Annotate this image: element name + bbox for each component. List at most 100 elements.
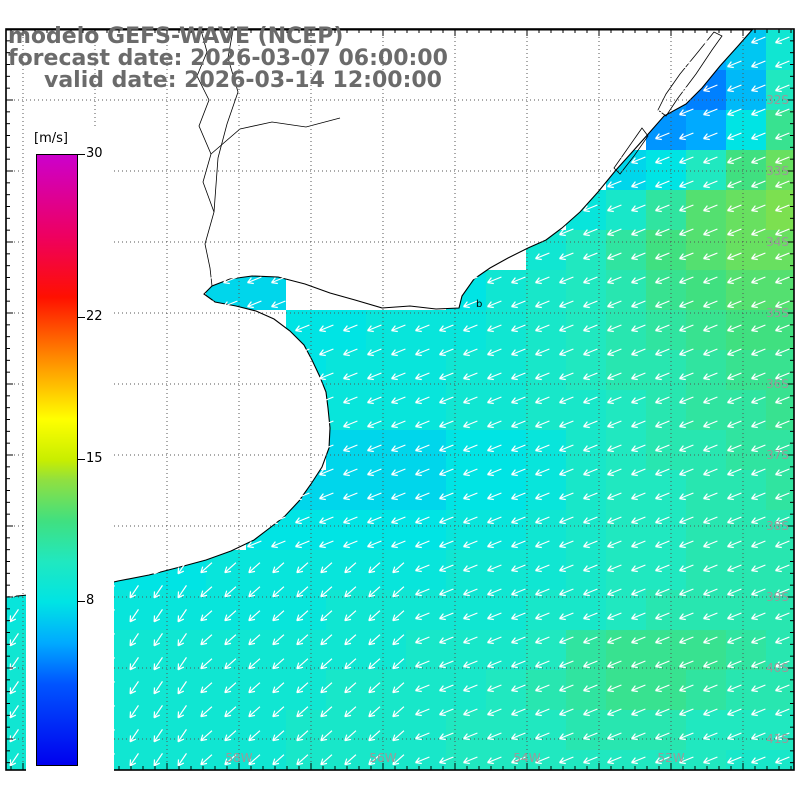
wind-arrow [367, 324, 382, 333]
colorbar-tick-mark [78, 601, 85, 603]
wind-arrow [679, 180, 694, 189]
wind-arrow-glyph [559, 396, 574, 405]
wind-arrow [129, 681, 139, 695]
wind-arrow-glyph [391, 516, 406, 525]
wind-speed-cell [166, 630, 206, 670]
wind-arrow [727, 252, 742, 261]
wind-arrow [751, 108, 766, 117]
wind-arrow [703, 612, 718, 621]
wind-arrow [583, 204, 598, 213]
wind-arrow-glyph [248, 610, 261, 622]
wind-arrow-glyph [655, 636, 670, 645]
wind-arrow-glyph [224, 730, 237, 742]
wind-arrow [392, 682, 405, 694]
wind-arrow [463, 636, 478, 645]
wind-arrow-glyph [751, 372, 766, 381]
wind-arrow-glyph [655, 228, 670, 237]
wind-arrow-glyph [367, 324, 382, 333]
wind-arrow [199, 300, 214, 309]
wind-arrow-glyph [487, 516, 502, 525]
wind-arrow [129, 705, 139, 719]
wind-speed-cell [526, 710, 566, 750]
wind-arrow-glyph [559, 684, 574, 693]
wind-arrow [272, 562, 285, 574]
wind-arrow [727, 36, 742, 45]
wind-arrow-glyph [439, 396, 454, 405]
wind-arrow-glyph [751, 708, 766, 717]
wind-arrow-glyph [703, 228, 718, 237]
wind-arrow-glyph [511, 540, 526, 549]
wind-arrow-glyph [559, 564, 574, 573]
wind-arrow-glyph [559, 468, 574, 477]
wind-arrow [655, 660, 670, 669]
wind-arrow-glyph [272, 610, 285, 622]
wind-arrow [679, 84, 694, 93]
wind-arrow-glyph [248, 658, 261, 670]
wind-arrow [559, 636, 574, 645]
wind-arrow [153, 561, 163, 575]
wind-arrow-glyph [631, 228, 646, 237]
wind-arrow [775, 36, 790, 45]
wind-arrow-glyph [177, 585, 187, 599]
wind-speed-cell [766, 30, 794, 70]
wind-arrow-glyph [775, 588, 790, 597]
wind-arrow [9, 609, 19, 623]
wind-speed-cell [686, 710, 726, 750]
wind-arrow [631, 252, 646, 261]
wind-arrow [367, 348, 382, 357]
wind-speed-cell [366, 390, 406, 430]
wind-arrow-glyph [679, 204, 694, 213]
wind-arrow [343, 348, 358, 357]
wind-arrow [224, 562, 237, 574]
wind-arrow-glyph [439, 420, 454, 429]
wind-speed-cell [766, 390, 794, 430]
wind-arrow-glyph [320, 562, 333, 574]
wind-arrow [487, 468, 502, 477]
wind-arrow-glyph [607, 252, 622, 261]
wind-arrow [295, 348, 310, 357]
wind-arrow [631, 324, 646, 333]
wind-arrow [296, 658, 309, 670]
wind-arrow [703, 660, 718, 669]
wind-arrow [607, 204, 622, 213]
wind-arrow-glyph [153, 633, 163, 647]
wind-speed-cell [726, 630, 766, 670]
wind-speed-cell [766, 270, 794, 310]
wind-arrow [272, 610, 285, 622]
wind-arrow-glyph [367, 540, 382, 549]
wind-arrow-glyph [511, 612, 526, 621]
wind-speed-cell [446, 350, 486, 390]
wind-arrow [391, 492, 406, 501]
wind-arrow-glyph [631, 612, 646, 621]
wind-arrow-glyph [343, 516, 358, 525]
wind-arrow-glyph [751, 252, 766, 261]
wind-arrow-glyph [703, 324, 718, 333]
wind-arrow-glyph [344, 730, 357, 742]
wind-arrow [511, 756, 526, 765]
wind-arrow-glyph [319, 324, 334, 333]
wind-arrow [607, 348, 622, 357]
wind-arrow [511, 708, 526, 717]
wind-arrow-glyph [679, 636, 694, 645]
wind-arrow-glyph [583, 228, 598, 237]
wind-arrow-glyph [200, 658, 213, 670]
wind-arrow-glyph [583, 324, 598, 333]
wind-arrow [463, 468, 478, 477]
wind-speed-cell [566, 710, 606, 750]
wind-arrow [487, 276, 502, 285]
wind-arrow [487, 684, 502, 693]
wind-arrow-glyph [655, 660, 670, 669]
wind-arrow-glyph [344, 682, 357, 694]
wind-arrow [655, 420, 670, 429]
wind-arrow-glyph [679, 516, 694, 525]
wind-arrow [415, 420, 430, 429]
wind-arrow [679, 60, 694, 69]
wind-arrow-glyph [296, 754, 309, 766]
wind-arrow [224, 730, 237, 742]
wind-arrow-glyph [320, 706, 333, 718]
wind-arrow-glyph [247, 300, 262, 309]
wind-arrow-glyph [535, 276, 550, 285]
wind-arrow [487, 732, 502, 741]
wind-arrow-glyph [703, 156, 718, 165]
wind-speed-cell [766, 190, 794, 230]
